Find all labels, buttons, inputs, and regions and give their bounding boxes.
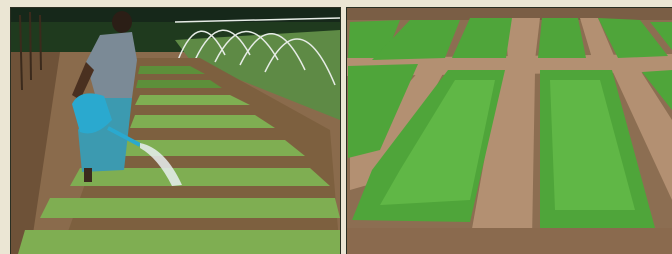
page — [0, 0, 672, 254]
photo-pair — [0, 0, 672, 254]
photo-watering — [10, 7, 341, 254]
head — [112, 11, 132, 33]
near-soil — [347, 228, 672, 254]
leg — [84, 168, 92, 182]
photo-nursery — [346, 7, 672, 254]
